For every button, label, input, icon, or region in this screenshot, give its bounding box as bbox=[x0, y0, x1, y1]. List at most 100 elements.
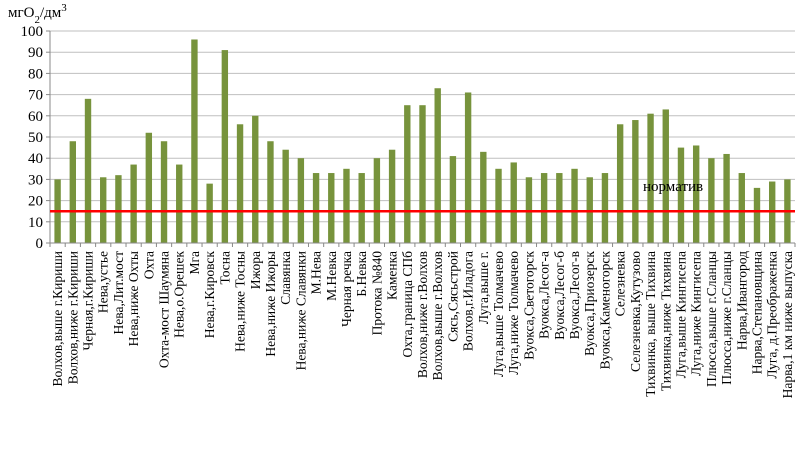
bar bbox=[84, 98, 92, 243]
x-category-label: Вуокса,Лесог-а bbox=[537, 251, 552, 339]
bar bbox=[358, 173, 365, 243]
bar bbox=[297, 158, 305, 243]
bar bbox=[282, 149, 289, 243]
bar bbox=[556, 173, 563, 243]
x-category-label: Сясь,Сясьстрой bbox=[445, 251, 460, 342]
bar bbox=[145, 132, 153, 243]
bar bbox=[176, 164, 183, 243]
bar bbox=[115, 175, 122, 243]
x-category-label: Селезневка bbox=[613, 251, 628, 316]
x-category-label: Тосна bbox=[217, 251, 232, 285]
bar bbox=[738, 173, 745, 243]
x-category-label: Луга,ниже Толмачево bbox=[506, 251, 521, 375]
x-category-label: Вуокса,Светогорск bbox=[521, 251, 536, 360]
x-category-label: Волхов,ниже г.Кириши bbox=[65, 251, 80, 384]
bar bbox=[708, 158, 715, 243]
x-category-label: Луга,выше Кингисепа bbox=[673, 251, 688, 378]
x-category-label: Нева,ниже Тосны bbox=[233, 251, 248, 352]
x-category-labels: Волхов,выше г.Кириши Волхов,ниже г.Кириши… bbox=[50, 251, 795, 399]
x-category-label: Луга,выше г. bbox=[476, 251, 491, 324]
x-category-label: Ижора bbox=[248, 251, 263, 289]
x-category-label: Славянка bbox=[278, 251, 293, 305]
bars bbox=[54, 39, 791, 244]
bar bbox=[267, 141, 274, 243]
bar bbox=[130, 164, 137, 243]
x-category-label: Волхов,г.Иладога bbox=[461, 251, 476, 351]
bar bbox=[723, 153, 730, 243]
y-tick-label: 70 bbox=[28, 88, 43, 104]
y-tick-label: 90 bbox=[28, 45, 43, 61]
norm-label: норматив bbox=[643, 179, 703, 195]
x-category-label: Волхов,выше г.Волхов bbox=[430, 251, 445, 380]
bar bbox=[601, 173, 609, 243]
y-tick-label: 60 bbox=[28, 109, 43, 125]
x-category-label: Нева,ниже Славянки bbox=[293, 251, 308, 370]
bar bbox=[373, 158, 381, 243]
x-category-label: Вуокса,Лесог-в bbox=[567, 251, 582, 339]
bar bbox=[753, 187, 761, 243]
bar bbox=[236, 124, 244, 243]
bar bbox=[404, 105, 411, 243]
x-category-label: Луга,выше Толмачево bbox=[491, 251, 506, 377]
bar bbox=[191, 39, 198, 244]
y-tick-label: 50 bbox=[28, 130, 43, 146]
x-category-label: Тихвинка,ниже Тихвина bbox=[658, 251, 673, 391]
y-tick-label: 10 bbox=[28, 215, 43, 231]
bar bbox=[495, 168, 502, 243]
x-category-label: Волхов,ниже г.Волхов bbox=[415, 251, 430, 378]
y-tick-label: 20 bbox=[28, 194, 43, 210]
x-category-label: Нева,ниже Охты bbox=[126, 251, 141, 346]
bar bbox=[388, 149, 396, 243]
norm-line-group: норматив bbox=[50, 179, 795, 213]
x-category-label: Тихвинка, выше Тихвина bbox=[643, 251, 658, 397]
bar bbox=[677, 147, 685, 243]
x-category-label: Черная,г.Кириши bbox=[81, 251, 96, 351]
bar bbox=[221, 50, 229, 243]
x-category-label: Каменка bbox=[385, 251, 400, 300]
x-category-label: Нарва,Степановщина bbox=[749, 251, 764, 374]
x-category-label: Нева,Лит.мост bbox=[111, 251, 126, 335]
y-tick-label: 40 bbox=[28, 151, 43, 167]
bar bbox=[692, 145, 700, 243]
y-tick-labels: 0 10 20 30 40 50 60 70 80 90 100 bbox=[21, 24, 44, 252]
x-category-label: Плюсса,ниже г.Сланцы bbox=[719, 251, 734, 385]
bar bbox=[662, 109, 669, 243]
x-category-label: Плюсса,выше г.Сланцы bbox=[704, 251, 719, 387]
axes bbox=[46, 30, 796, 247]
y-tick-label: 80 bbox=[28, 66, 43, 82]
bar bbox=[464, 92, 472, 243]
x-category-label: М.Невка bbox=[324, 251, 339, 301]
x-category-label: Нева,о.Орешек bbox=[172, 251, 187, 338]
bar bbox=[328, 173, 335, 243]
x-category-label: Охта-мост Шаумяна bbox=[157, 251, 172, 368]
x-category-label: Нарва,1 км ниже выпуска bbox=[780, 251, 795, 398]
bar bbox=[206, 183, 213, 243]
bar bbox=[540, 173, 548, 243]
bar bbox=[312, 173, 320, 243]
x-category-label: Охта bbox=[141, 251, 156, 279]
bar bbox=[449, 156, 457, 243]
x-category-label: Вуокса,Лесог-б bbox=[552, 251, 567, 340]
bar bbox=[419, 105, 426, 243]
bar bbox=[632, 120, 639, 243]
x-category-label: Вуокса,Каменогорск bbox=[597, 251, 612, 370]
bar bbox=[343, 168, 350, 243]
x-category-label: Нева,устье bbox=[96, 251, 111, 313]
bar bbox=[571, 168, 578, 243]
bar bbox=[647, 113, 654, 244]
x-category-label: Б.Невка bbox=[354, 251, 369, 297]
bar bbox=[160, 141, 168, 243]
bar bbox=[480, 151, 487, 243]
bar bbox=[434, 88, 441, 244]
x-category-label: Волхов,выше г.Кириши bbox=[50, 251, 65, 386]
x-category-label: Нева,г.Кировск bbox=[202, 251, 217, 339]
y-axis-unit-label: мгO2/дм3 bbox=[8, 2, 67, 26]
bar bbox=[252, 115, 259, 243]
x-category-label: Луга,ниже Кингисепа bbox=[689, 251, 704, 376]
x-category-label: Луга, д.Преображенка bbox=[765, 251, 780, 379]
x-category-label: Мга bbox=[187, 251, 202, 275]
x-category-label: Охта,граница СПб bbox=[400, 251, 415, 358]
bar bbox=[69, 141, 76, 243]
x-category-label: М.Нева bbox=[309, 251, 324, 294]
y-tick-label: 0 bbox=[36, 236, 44, 252]
